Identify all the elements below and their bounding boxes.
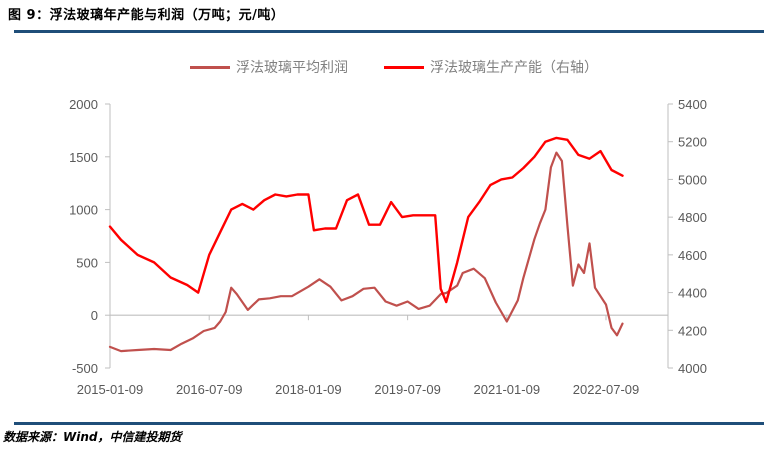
legend-label-profit: 浮法玻璃平均利润 [236, 60, 348, 76]
left-y-tick-label: 500 [76, 255, 98, 270]
legend-item-capacity: 浮法玻璃生产产能（右轴） [384, 57, 598, 77]
source-divider [14, 422, 764, 425]
title-divider [14, 30, 764, 33]
x-tick-label: 2022-07-09 [573, 382, 640, 397]
x-tick-label: 2019-07-09 [374, 382, 441, 397]
profit-line [108, 151, 624, 353]
left-y-tick-label: -500 [72, 361, 98, 376]
right-y-tick-label: 5400 [678, 97, 707, 112]
legend-swatch-profit [190, 65, 230, 69]
x-tick-label: 2018-01-09 [275, 382, 342, 397]
right-y-tick-label: 5200 [678, 135, 707, 150]
legend-swatch-capacity [384, 65, 424, 69]
right-y-tick-label: 4200 [678, 323, 707, 338]
chart-title: 图 9：浮法玻璃年产能与利润（万吨；元/吨） [8, 8, 285, 23]
source-note: 数据来源：Wind，中信建投期货 [3, 430, 182, 444]
capacity-line [108, 136, 624, 304]
chart-legend: 浮法玻璃平均利润 浮法玻璃生产产能（右轴） [190, 57, 634, 77]
x-tick-label: 2015-01-09 [77, 382, 144, 397]
left-y-tick-label: 1500 [69, 150, 98, 165]
right-y-tick-label: 4000 [678, 361, 707, 376]
legend-label-capacity: 浮法玻璃生产产能（右轴） [430, 60, 598, 76]
left-y-tick-label: 2000 [69, 97, 98, 112]
right-y-tick-label: 5000 [678, 172, 707, 187]
x-tick-label: 2016-07-09 [176, 382, 243, 397]
right-y-tick-label: 4400 [678, 286, 707, 301]
right-y-tick-label: 4600 [678, 248, 707, 263]
x-tick-label: 2021-01-09 [474, 382, 541, 397]
chart-lines [108, 136, 624, 353]
left-y-tick-label: 1000 [69, 203, 98, 218]
left-y-tick-label: 0 [91, 308, 98, 323]
chart-axes: -500 0 500 1000 1500 2000 4000 4200 4400 4600 4800… [69, 97, 707, 397]
right-y-tick-label: 4800 [678, 210, 707, 225]
legend-item-profit: 浮法玻璃平均利润 [190, 57, 348, 77]
